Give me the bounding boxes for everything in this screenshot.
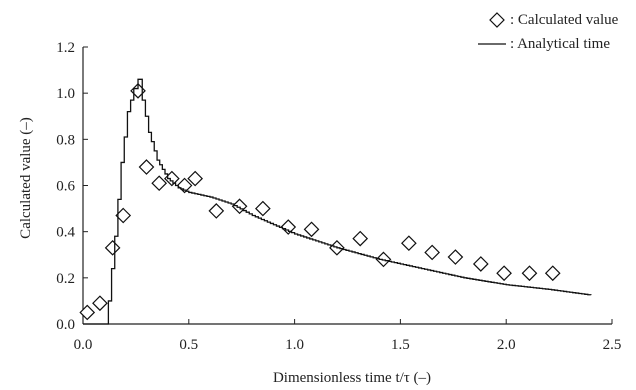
data-point-diamond [187, 170, 203, 187]
data-point-diamond [79, 304, 96, 321]
data-point-diamond [104, 239, 121, 256]
data-point-diamond [138, 159, 155, 175]
legend-label-calculated: : Calculated value [510, 12, 619, 28]
data-point-diamond [375, 251, 392, 268]
data-point-diamond [151, 175, 168, 192]
legend-diamond-marker [489, 12, 505, 28]
data-point-diamond [472, 256, 489, 272]
x-tick-label: 0.0 [74, 337, 93, 353]
data-point-diamond [303, 221, 320, 238]
y-axis-ticks: 0.0 0.2 0.4 0.6 0.8 1.0 1.2 [56, 40, 88, 333]
y-tick-label: 1.0 [56, 86, 75, 102]
data-point-diamond [496, 265, 512, 282]
y-tick-label: 0.0 [56, 317, 75, 333]
x-tick-label: 2.0 [497, 337, 516, 353]
y-axis-label: Calculated value (–) [18, 117, 34, 239]
data-point-diamond [208, 203, 225, 219]
data-point-diamond [521, 265, 538, 282]
data-point-diamond [424, 244, 440, 261]
data-point-diamond [401, 235, 417, 252]
y-tick-label: 0.8 [56, 132, 75, 148]
x-tick-label: 1.0 [285, 337, 304, 353]
data-point-diamond [92, 295, 108, 312]
x-axis-label: Dimensionless time t/τ (–) [273, 370, 431, 386]
data-point-diamond [280, 219, 297, 235]
data-point-diamond [352, 230, 369, 247]
y-tick-label: 0.2 [56, 271, 75, 287]
data-point-diamond [447, 249, 464, 265]
legend: : Calculated value : Analytical time [478, 12, 619, 52]
x-tick-label: 1.5 [391, 337, 410, 353]
series-analytical-line [83, 78, 592, 325]
y-tick-label: 0.4 [56, 225, 75, 241]
x-tick-label: 2.5 [603, 337, 622, 353]
x-tick-label: 0.5 [179, 337, 198, 353]
y-tick-label: 0.6 [56, 179, 75, 195]
data-point-diamond [544, 265, 561, 282]
series-layer [79, 78, 592, 325]
legend-label-analytical: : Analytical time [510, 36, 610, 52]
x-axis-ticks: 0.0 0.5 1.0 1.5 2.0 2.5 [74, 319, 622, 353]
data-point-diamond [255, 200, 271, 217]
y-tick-label: 1.2 [56, 40, 75, 56]
